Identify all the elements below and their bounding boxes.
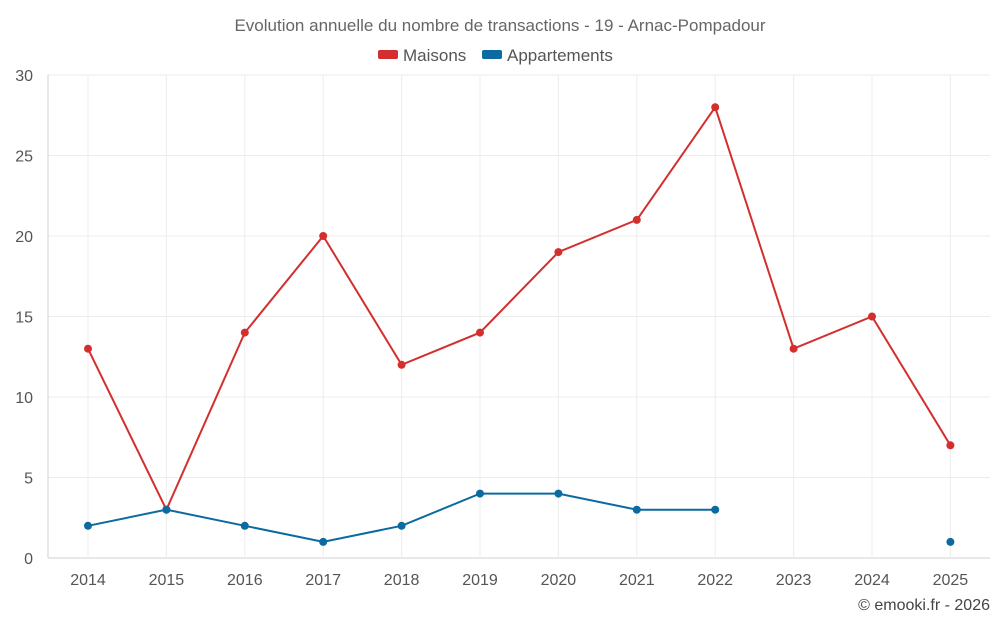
series-line-maisons	[88, 107, 950, 510]
data-point-appartements-2016[interactable]	[241, 522, 249, 530]
x-tick-label: 2016	[227, 572, 263, 589]
credit-text: © emooki.fr - 2026	[858, 597, 990, 614]
data-point-maisons-2020[interactable]	[554, 248, 562, 256]
data-point-maisons-2016[interactable]	[241, 329, 249, 337]
y-tick-label: 20	[15, 229, 33, 246]
x-tick-label: 2022	[697, 572, 733, 589]
y-tick-label: 0	[24, 551, 33, 568]
data-point-maisons-2025[interactable]	[946, 441, 954, 449]
chart-title: Evolution annuelle du nombre de transact…	[234, 16, 765, 35]
legend: Maisons Appartements	[378, 46, 613, 65]
legend-label-appartements: Appartements	[507, 46, 613, 65]
y-tick-label: 25	[15, 149, 33, 166]
y-tick-label: 5	[24, 471, 33, 488]
line-chart: Evolution annuelle du nombre de transact…	[0, 0, 1000, 625]
y-tick-label: 15	[15, 310, 33, 327]
legend-label-maisons: Maisons	[403, 46, 466, 65]
data-point-appartements-2017[interactable]	[319, 538, 327, 546]
x-axis: 2014 2015 2016 2017 2018 2019 2020 2021 2022 2023…	[70, 572, 968, 589]
x-tick-label: 2018	[384, 572, 420, 589]
x-tick-label: 2020	[541, 572, 577, 589]
x-tick-label: 2019	[462, 572, 498, 589]
legend-item-appartements[interactable]: Appartements	[482, 46, 613, 65]
y-axis: 0 5 10 15 20 25 30	[15, 68, 33, 568]
x-tick-label: 2024	[854, 572, 890, 589]
y-tick-label: 10	[15, 390, 33, 407]
legend-item-maisons[interactable]: Maisons	[378, 46, 466, 65]
data-point-maisons-2024[interactable]	[868, 313, 876, 321]
series	[84, 103, 954, 546]
data-point-maisons-2014[interactable]	[84, 345, 92, 353]
data-point-appartements-2014[interactable]	[84, 522, 92, 530]
series-appartements	[84, 490, 954, 546]
x-tick-label: 2015	[149, 572, 185, 589]
data-point-appartements-2015[interactable]	[162, 506, 170, 514]
data-point-appartements-2020[interactable]	[554, 490, 562, 498]
legend-swatch-maisons	[378, 50, 398, 59]
x-tick-label: 2023	[776, 572, 812, 589]
x-tick-label: 2025	[933, 572, 969, 589]
data-point-appartements-2022[interactable]	[711, 506, 719, 514]
data-point-maisons-2023[interactable]	[790, 345, 798, 353]
x-tick-label: 2017	[305, 572, 341, 589]
data-point-appartements-2021[interactable]	[633, 506, 641, 514]
y-tick-label: 30	[15, 68, 33, 85]
data-point-maisons-2022[interactable]	[711, 103, 719, 111]
data-point-appartements-2019[interactable]	[476, 490, 484, 498]
data-point-maisons-2019[interactable]	[476, 329, 484, 337]
legend-swatch-appartements	[482, 50, 502, 59]
data-point-appartements-2025[interactable]	[946, 538, 954, 546]
x-tick-label: 2021	[619, 572, 655, 589]
data-point-maisons-2021[interactable]	[633, 216, 641, 224]
series-maisons	[84, 103, 954, 514]
grid	[48, 75, 990, 558]
data-point-maisons-2017[interactable]	[319, 232, 327, 240]
data-point-maisons-2018[interactable]	[398, 361, 406, 369]
data-point-appartements-2018[interactable]	[398, 522, 406, 530]
x-tick-label: 2014	[70, 572, 106, 589]
